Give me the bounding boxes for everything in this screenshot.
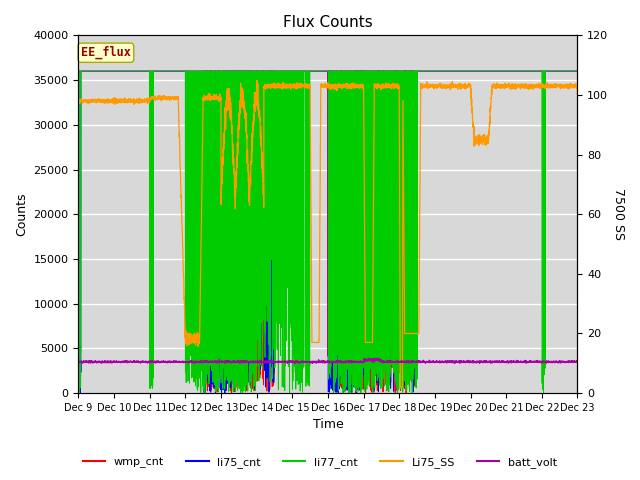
Y-axis label: Counts: Counts: [15, 192, 28, 236]
X-axis label: Time: Time: [312, 419, 343, 432]
Legend: wmp_cnt, li75_cnt, li77_cnt, Li75_SS, batt_volt: wmp_cnt, li75_cnt, li77_cnt, Li75_SS, ba…: [78, 452, 562, 472]
Title: Flux Counts: Flux Counts: [283, 15, 373, 30]
Y-axis label: 7500 SS: 7500 SS: [612, 188, 625, 240]
Text: EE_flux: EE_flux: [81, 46, 131, 60]
